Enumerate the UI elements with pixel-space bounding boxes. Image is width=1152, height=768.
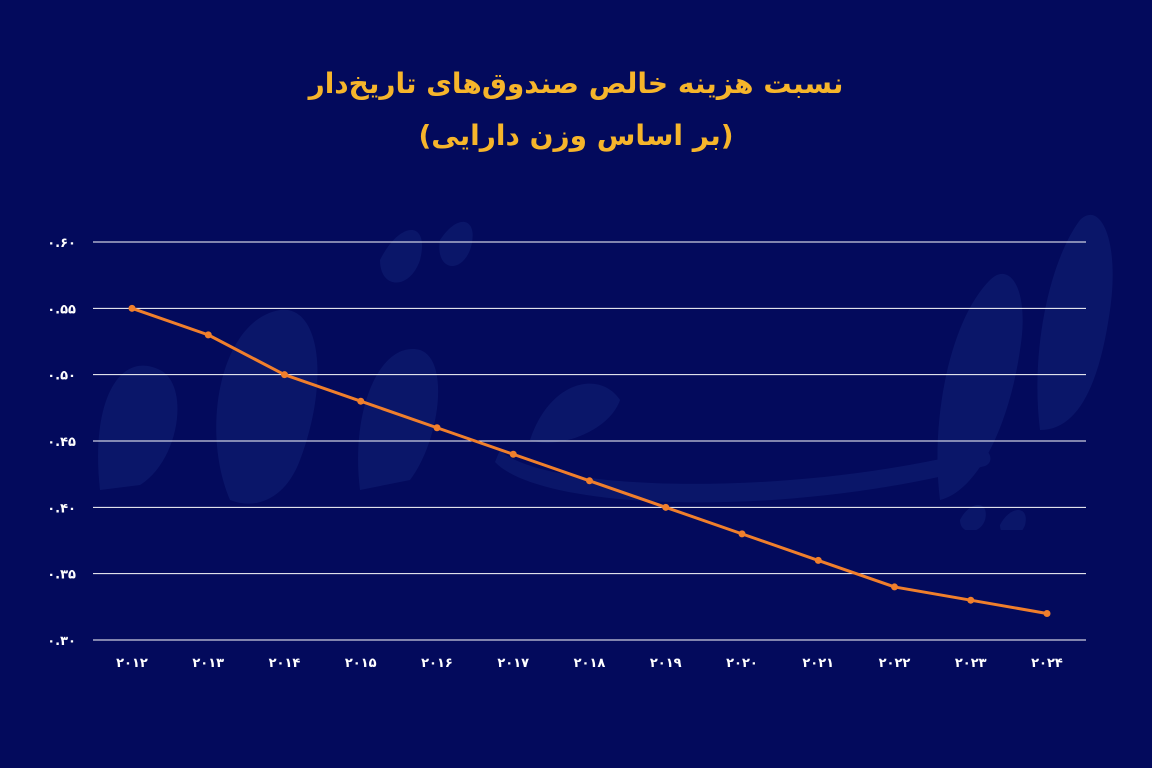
data-point bbox=[433, 424, 441, 432]
x-tick-label: ۲۰۲۰ bbox=[726, 656, 758, 671]
x-tick-label: ۲۰۱۲ bbox=[116, 656, 148, 671]
data-point bbox=[357, 397, 365, 405]
series-group bbox=[128, 304, 1051, 617]
data-point bbox=[891, 583, 898, 591]
data-point bbox=[814, 556, 822, 564]
y-tick-label: ۰.۴۰ bbox=[47, 501, 76, 516]
y-tick-label: ۰.۳۰ bbox=[47, 634, 76, 649]
data-point bbox=[967, 596, 975, 604]
y-axis-ticks: ۰.۳۰ ۰.۳۵ ۰.۴۰ ۰.۴۵ ۰.۵۰ ۰.۵۵ ۰.۶۰ bbox=[47, 236, 76, 649]
chart-title-block: نسبت هزینه خالص صندوق‌های تاریخ‌دار (بر … bbox=[0, 58, 1152, 162]
data-point bbox=[586, 477, 593, 485]
data-point bbox=[509, 450, 517, 458]
chart-title: نسبت هزینه خالص صندوق‌های تاریخ‌دار bbox=[308, 67, 844, 100]
y-tick-label: ۰.۵۵ bbox=[47, 302, 76, 317]
x-tick-label: ۲۰۱۷ bbox=[497, 656, 529, 671]
x-tick-label: ۲۰۱۹ bbox=[650, 656, 682, 671]
y-tick-label: ۰.۴۵ bbox=[47, 435, 76, 450]
y-tick-label: ۰.۶۰ bbox=[47, 236, 76, 251]
x-tick-label: ۲۰۱۵ bbox=[345, 656, 377, 671]
chart-subtitle: (بر اساس وزن دارایی) bbox=[418, 119, 734, 152]
x-tick-label: ۲۰۲۲ bbox=[879, 656, 911, 671]
data-point bbox=[281, 371, 288, 379]
data-point bbox=[1043, 609, 1051, 617]
x-tick-label: ۲۰۲۳ bbox=[955, 656, 987, 671]
x-tick-label: ۲۰۲۴ bbox=[1031, 656, 1063, 671]
x-tick-label: ۲۰۲۱ bbox=[802, 656, 834, 671]
x-tick-label: ۲۰۱۶ bbox=[421, 656, 453, 671]
watermark-logo bbox=[98, 214, 1113, 530]
x-tick-label: ۲۰۱۸ bbox=[574, 656, 606, 671]
data-point bbox=[128, 304, 136, 312]
y-tick-label: ۰.۵۰ bbox=[47, 369, 76, 384]
x-tick-label: ۲۰۱۳ bbox=[192, 656, 224, 671]
x-tick-label: ۲۰۱۴ bbox=[269, 656, 301, 671]
data-point bbox=[662, 503, 670, 511]
data-point bbox=[204, 331, 212, 339]
series-line bbox=[131, 306, 1048, 615]
data-point bbox=[738, 530, 746, 538]
y-tick-label: ۰.۳۵ bbox=[47, 568, 76, 583]
grid-lines bbox=[93, 241, 1086, 641]
x-axis-ticks: ۲۰۱۲ ۲۰۱۳ ۲۰۱۴ ۲۰۱۵ ۲۰۱۶ ۲۰۱۷ ۲۰۱۸ ۲۰۱۹ ۲۰۲۰ ۲۰۲۱… bbox=[116, 656, 1063, 671]
